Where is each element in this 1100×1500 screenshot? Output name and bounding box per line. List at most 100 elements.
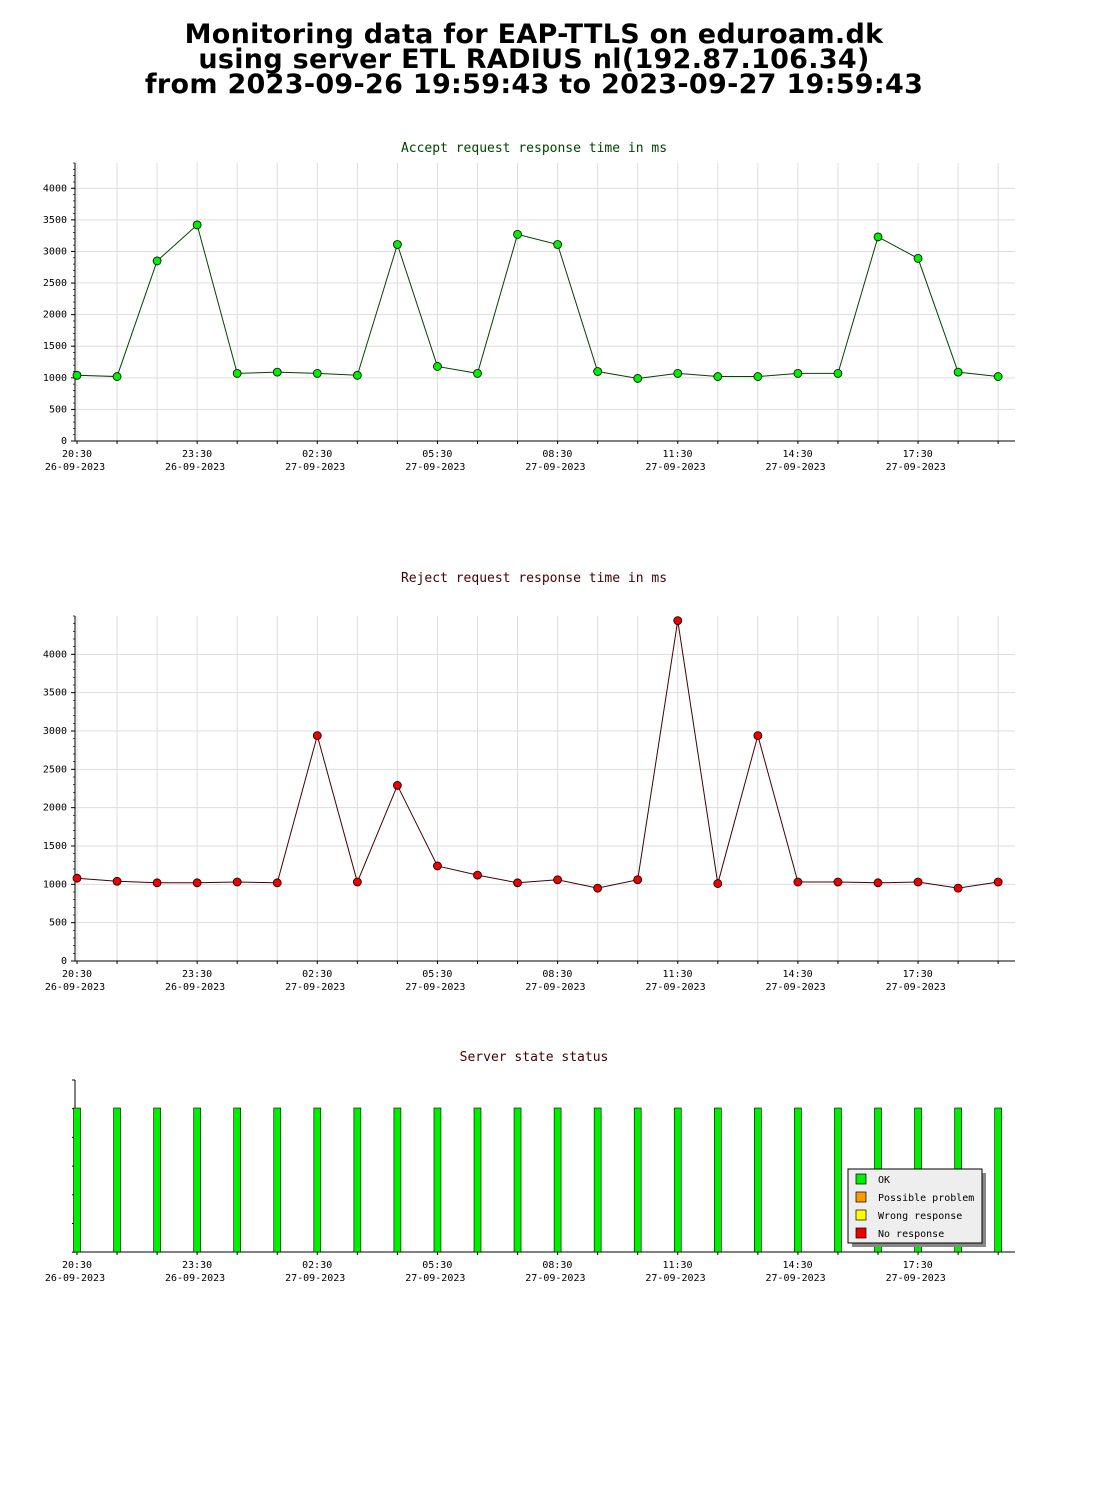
reject-data-point [873, 878, 883, 888]
status-xtick-date: 27-09-2023 [645, 1273, 705, 1284]
status-bar [633, 1107, 642, 1253]
status-xtick-date: 27-09-2023 [525, 1273, 585, 1284]
legend-swatch [855, 1191, 867, 1203]
status-xtick-date: 27-09-2023 [765, 1273, 825, 1284]
status-bar [553, 1107, 562, 1253]
status-xtick-time: 02:30 [302, 1260, 332, 1271]
accept-xtick-time: 23:30 [182, 449, 212, 460]
accept-data-point [232, 368, 242, 378]
accept-ytick-label: 1000 [43, 373, 67, 384]
reject-data-point [513, 878, 522, 888]
reject-data-point [152, 878, 162, 888]
reject-xtick-date: 26-09-2023 [45, 982, 105, 993]
legend-box [847, 1168, 983, 1244]
reject-xtick-time: 20:30 [62, 969, 92, 980]
status-bar [73, 1107, 81, 1253]
legend-label: Wrong response [878, 1211, 962, 1222]
reject-ytick-label: 1500 [43, 841, 67, 852]
reject-data-point [713, 879, 723, 888]
accept-xtick-time: 02:30 [302, 449, 332, 460]
accept-ytick-label: 4000 [43, 183, 67, 194]
reject-xtick-time: 14:30 [783, 969, 813, 980]
status-bar [513, 1107, 522, 1253]
reject-xtick-time: 11:30 [662, 969, 692, 980]
status-bar [353, 1107, 362, 1253]
reject-data-point [112, 876, 122, 886]
reject-data-point [192, 878, 202, 888]
reject-data-point [593, 883, 603, 893]
reject-xtick-time: 23:30 [182, 969, 212, 980]
accept-data-point [873, 232, 883, 242]
accept-data-point [673, 368, 683, 378]
status-bar [473, 1107, 482, 1253]
status-xtick-time: 17:30 [903, 1260, 933, 1271]
status-bar [673, 1107, 682, 1253]
reject-xtick-date: 26-09-2023 [165, 982, 225, 993]
reject-xtick-date: 27-09-2023 [765, 982, 825, 993]
page-header: Monitoring data for EAP-TTLS on eduroam.… [0, 19, 1068, 100]
reject-data-point [833, 877, 843, 887]
accept-data-point [473, 368, 482, 378]
status-bar [153, 1107, 161, 1253]
legend-label: No response [878, 1229, 944, 1240]
accept-ytick-label: 2000 [43, 310, 67, 321]
accept-data-point [553, 240, 562, 249]
server-status-chart: 20:30 26-09-2023 23:30 26-09-2023 02:30 27-09… [45, 1079, 1015, 1284]
accept-xtick-time: 05:30 [422, 449, 452, 460]
reject-xtick-date: 27-09-2023 [645, 982, 705, 993]
status-xtick-date: 27-09-2023 [405, 1273, 465, 1284]
accept-data-point [272, 367, 282, 377]
accept-ytick-label: 0 [61, 436, 67, 447]
header-line-2: using server ETL RADIUS nl(192.87.106.34… [198, 44, 870, 75]
status-bar [273, 1107, 282, 1253]
header-line-3: from 2023-09-26 19:59:43 to 2023-09-27 1… [144, 69, 924, 100]
status-bar [193, 1107, 201, 1253]
accept-ytick-label: 2500 [43, 278, 67, 289]
accept-data-point [392, 240, 402, 249]
accept-data-point [913, 254, 923, 263]
accept-data-point [633, 374, 643, 383]
reject-data-point [473, 870, 482, 880]
reject-xtick-date: 27-09-2023 [525, 982, 585, 993]
accept-data-point [72, 370, 82, 380]
accept-xtick-time: 08:30 [542, 449, 572, 460]
accept-ytick-label: 500 [49, 404, 67, 415]
reject-data-point [953, 883, 963, 893]
reject-ytick-label: 2500 [43, 764, 67, 775]
reject-xtick-date: 27-09-2023 [886, 982, 946, 993]
accept-xtick-date: 27-09-2023 [765, 462, 825, 473]
accept-data-point [312, 368, 322, 378]
reject-xtick-date: 27-09-2023 [285, 982, 345, 993]
accept-xtick-date: 26-09-2023 [165, 462, 225, 473]
reject-data-point [793, 877, 803, 887]
accept-data-point [593, 367, 603, 376]
reject-series-line [76, 620, 999, 889]
reject-xtick-time: 05:30 [422, 969, 452, 980]
reject-data-point [272, 878, 282, 888]
reject-data-point [312, 731, 322, 741]
reject-ytick-label: 4000 [43, 649, 67, 660]
reject-data-point [352, 877, 362, 887]
status-bar [794, 1107, 802, 1253]
status-xtick-time: 05:30 [422, 1260, 452, 1271]
accept-ytick-label: 1500 [43, 341, 67, 352]
status-bar [994, 1107, 1002, 1253]
status-xtick-date: 26-09-2023 [45, 1273, 105, 1284]
status-xtick-date: 27-09-2023 [285, 1273, 345, 1284]
status-xtick-time: 14:30 [783, 1260, 813, 1271]
header-line-1: Monitoring data for EAP-TTLS on eduroam.… [184, 19, 884, 50]
status-bar [233, 1107, 241, 1253]
status-xtick-time: 23:30 [182, 1260, 212, 1271]
accept-ytick-label: 3000 [43, 246, 67, 257]
accept-xtick-date: 27-09-2023 [886, 462, 946, 473]
status-xtick-date: 26-09-2023 [165, 1273, 225, 1284]
accept-chart-title: Accept request response time in ms [400, 141, 668, 156]
accept-response-chart: 0 500 1000 1500 2000 2500 3000 3500 4000 20:30 26-… [43, 162, 1015, 473]
status-xtick-date: 27-09-2023 [886, 1273, 946, 1284]
reject-response-chart: 0 500 1000 1500 2000 2500 3000 3500 4000 20:30 26-… [43, 615, 1015, 993]
accept-xtick-date: 27-09-2023 [285, 462, 345, 473]
reject-ytick-label: 500 [49, 918, 67, 929]
accept-xtick-time: 20:30 [62, 449, 92, 460]
reject-data-point [913, 877, 923, 887]
accept-data-point [112, 372, 122, 381]
